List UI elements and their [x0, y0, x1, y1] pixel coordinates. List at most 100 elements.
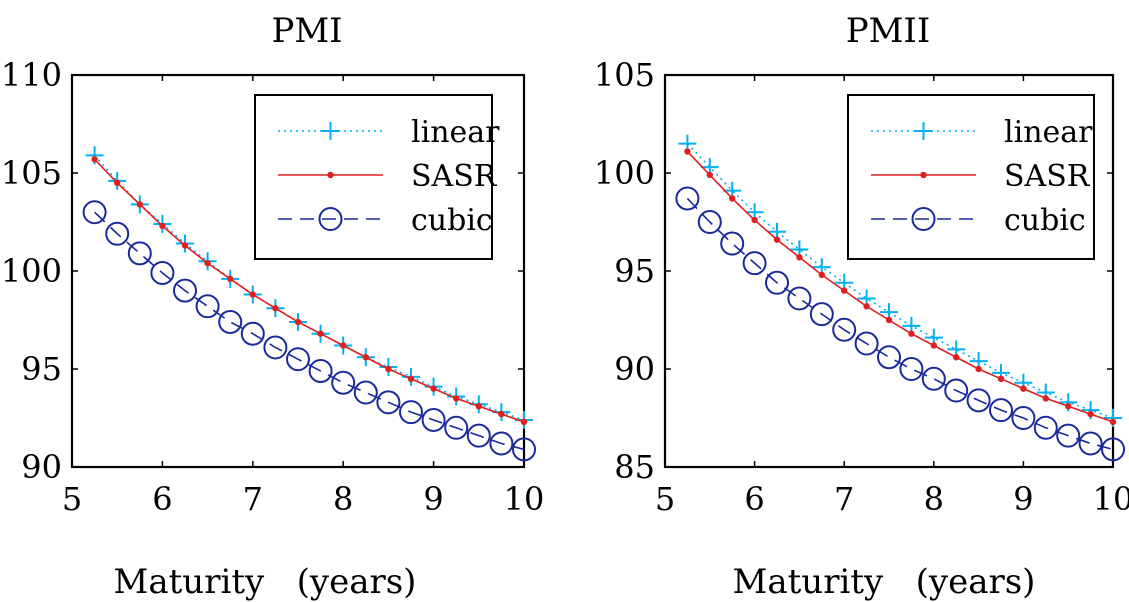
data-point-SASR — [475, 403, 482, 410]
x-tick-label: 9 — [1013, 480, 1033, 518]
data-point-cubic — [787, 286, 812, 311]
legend: linear SASR cubic — [847, 94, 1095, 260]
data-point-cubic — [263, 335, 288, 360]
data-point-cubic — [195, 294, 220, 319]
data-point-cubic — [877, 345, 901, 370]
data-point-SASR — [975, 365, 982, 373]
series-line-SASR — [686, 150, 1114, 423]
data-point-SASR — [407, 375, 415, 382]
data-point-cubic — [353, 380, 378, 405]
data-point-SASR — [91, 156, 98, 163]
data-point-SASR — [362, 354, 369, 361]
y-tick-label: 110 — [1, 56, 62, 94]
data-point-SASR — [841, 287, 848, 294]
y-tick-label: 95 — [614, 252, 655, 290]
data-point-cubic — [742, 251, 767, 276]
data-point-SASR — [908, 330, 915, 337]
data-point-cubic — [899, 357, 924, 381]
legend-box — [847, 94, 1095, 260]
data-point-cubic — [489, 431, 514, 456]
legend-label-linear: linear — [1004, 115, 1093, 150]
data-point-SASR — [204, 259, 211, 267]
data-point-cubic — [832, 317, 857, 342]
series-cubic — [82, 200, 536, 462]
data-point-cubic — [1011, 406, 1036, 430]
y-tick-label: 95 — [21, 350, 62, 388]
data-point-cubic — [218, 309, 243, 334]
data-point-SASR — [930, 342, 937, 349]
x-tick-label: 6 — [744, 480, 764, 518]
data-point-cubic — [1101, 437, 1125, 462]
legend-label-SASR: SASR — [1004, 159, 1091, 194]
legend: linear SASR cubic — [254, 94, 500, 260]
x-tick-label: 7 — [834, 480, 854, 518]
x-tick-label: 5 — [655, 480, 675, 518]
data-point-SASR — [385, 365, 392, 373]
data-point-cubic — [944, 378, 969, 403]
chart-title: PMI — [271, 11, 342, 51]
data-point-SASR — [430, 385, 437, 392]
data-point-cubic — [765, 270, 789, 295]
series-cubic — [675, 186, 1125, 462]
data-point-cubic — [105, 221, 130, 246]
chart-panel-pmi: PMI Maturity (years) 5 6 7 8 9 10 90 95 100 105 11… — [1, 11, 544, 602]
x-tick-label: 5 — [62, 480, 82, 518]
x-tick-label: 7 — [243, 480, 263, 518]
y-tick-label: 90 — [614, 350, 655, 388]
chart-title: PMII — [846, 11, 931, 51]
data-point-cubic — [376, 390, 401, 415]
data-point-SASR — [272, 305, 279, 312]
data-point-cubic — [921, 366, 946, 391]
data-point-cubic — [82, 200, 107, 225]
x-tick-label: 9 — [423, 480, 443, 518]
series-SASR — [684, 148, 1117, 426]
data-point-SASR — [317, 330, 324, 337]
data-point-cubic — [1033, 415, 1058, 440]
data-point-SASR — [159, 222, 166, 230]
y-tick-label: 85 — [614, 448, 655, 486]
data-point-cubic — [331, 370, 356, 395]
data-point-SASR — [773, 236, 781, 243]
data-point-SASR — [706, 171, 713, 179]
x-tick-label: 6 — [152, 480, 172, 518]
data-point-SASR — [885, 316, 893, 324]
x-tick-label: 8 — [333, 480, 353, 518]
data-point-cubic — [466, 423, 491, 448]
data-point-cubic — [308, 358, 333, 383]
data-point-SASR — [751, 216, 758, 224]
data-point-SASR — [1020, 385, 1027, 392]
data-point-SASR — [997, 375, 1005, 382]
data-point-cubic — [697, 210, 722, 234]
data-point-cubic — [854, 331, 879, 356]
data-point-cubic — [1078, 431, 1103, 456]
data-point-SASR — [796, 254, 803, 261]
data-point-SASR — [294, 318, 302, 326]
legend-box — [254, 94, 493, 260]
series-line-linear — [686, 143, 1114, 419]
data-point-cubic — [421, 407, 446, 432]
x-tick-label: 10 — [1093, 480, 1129, 518]
data-point-SASR — [1109, 418, 1117, 426]
legend-label-cubic: cubic — [411, 203, 493, 238]
data-point-SASR — [1087, 410, 1094, 418]
x-axis-label: Maturity (years) — [114, 562, 417, 602]
data-point-SASR — [953, 354, 960, 361]
data-point-cubic — [720, 231, 745, 256]
legend-label-linear: linear — [411, 115, 500, 150]
data-point-cubic — [1056, 423, 1081, 448]
data-point-cubic — [173, 278, 197, 303]
data-point-cubic — [150, 260, 175, 285]
series-line-SASR — [94, 158, 525, 423]
data-point-SASR — [340, 342, 347, 349]
x-axis-label: Maturity (years) — [733, 562, 1036, 602]
data-point-SASR — [729, 195, 736, 202]
series-line-cubic — [94, 211, 525, 451]
y-tick-label: 100 — [1, 252, 62, 290]
y-tick-label: 100 — [594, 154, 655, 192]
data-point-SASR — [818, 271, 825, 279]
y-tick-label: 105 — [594, 56, 655, 94]
data-point-cubic — [966, 388, 991, 413]
data-point-cubic — [240, 321, 265, 346]
legend-label-SASR: SASR — [411, 159, 498, 194]
data-point-SASR — [114, 179, 121, 186]
